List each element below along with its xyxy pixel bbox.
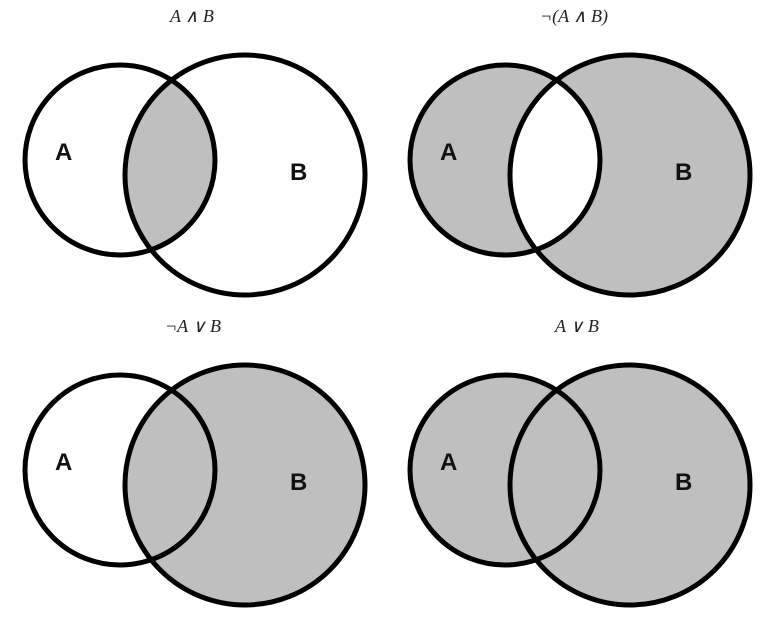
label-a: A [55, 139, 72, 166]
page-root: A ∧ B ¬(A ∧ B) ¬A ∨ B A ∨ B [0, 0, 769, 620]
label-b: B [675, 159, 692, 186]
label-a: A [55, 449, 72, 476]
venn-a-or-b: A B [410, 365, 750, 605]
label-b: B [675, 469, 692, 496]
venn-not-a-or-b: A B [25, 365, 365, 605]
label-b: B [290, 159, 307, 186]
label-a: A [440, 139, 457, 166]
label-b: B [290, 469, 307, 496]
label-a: A [440, 449, 457, 476]
venn-not-a-and-b: A B [410, 55, 750, 295]
venn-a-and-b: A B [25, 55, 365, 295]
venn-diagrams-svg: A B A B A B [0, 0, 769, 620]
